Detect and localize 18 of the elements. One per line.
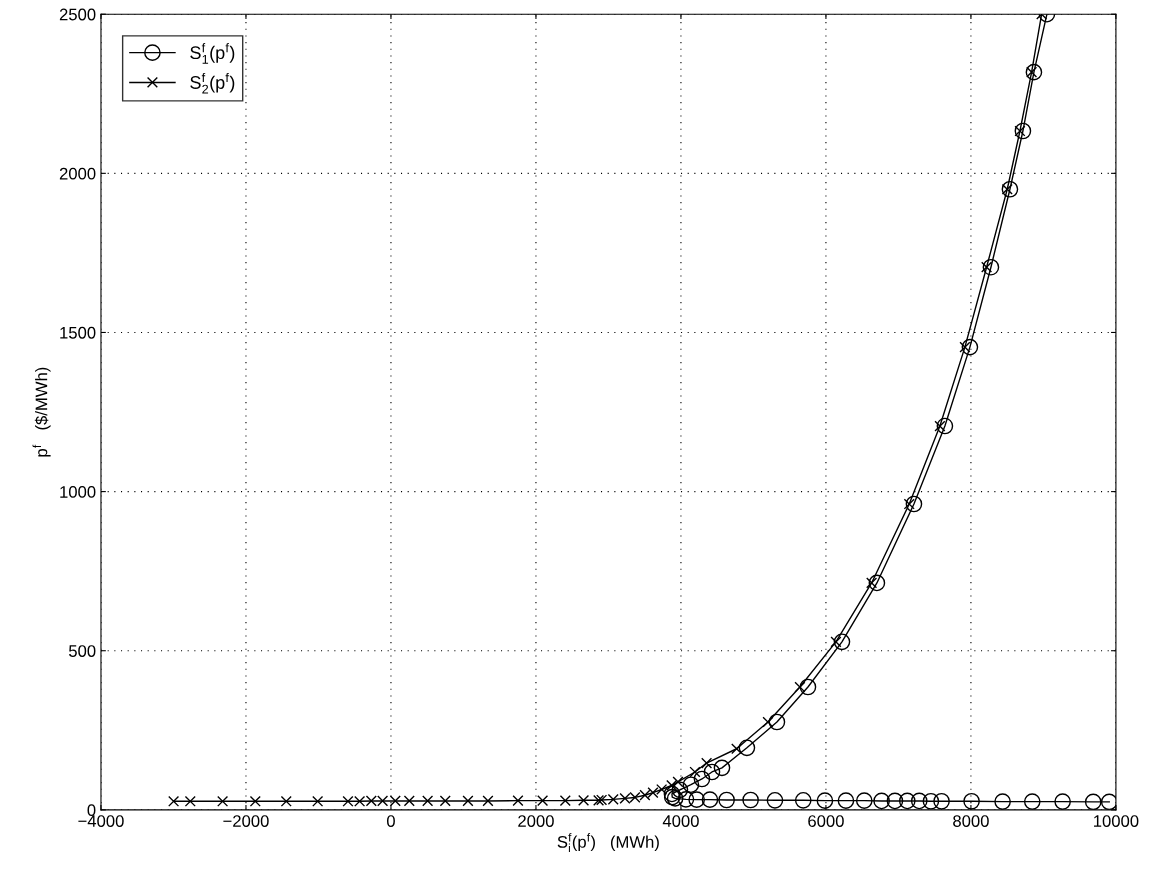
x-tick-label: 0 [386,815,395,827]
x-tick-label: 10000 [1094,815,1139,827]
x-tick-label: 8000 [953,815,989,827]
x-tick-label: 4000 [662,815,699,827]
legend-label: S$^{f}$$_{2}$(p$^{f}$) [190,72,235,94]
x-tick-label: 6000 [808,815,844,827]
y-tick-label: 2500 [59,8,96,21]
legend-label: S$^{f}$$_{1}$(p$^{f}$) [190,43,235,64]
x-tick-label: −2000 [223,815,269,827]
y-tick-label: 1500 [60,326,96,339]
y-tick-label: 500 [68,645,96,657]
text: p$^{f}$ ($/MWh) [32,367,51,457]
x-axis-title: S$^{f}$$_{i}$(p$^{f}$) (MWh) [557,833,659,853]
x-tick-label: 2000 [518,815,554,827]
x-tick-label: −4000 [78,815,124,827]
y-tick-label: 2000 [59,167,96,180]
y-tick-label: 1000 [60,486,96,498]
y-tick-label: 0 [87,804,96,817]
